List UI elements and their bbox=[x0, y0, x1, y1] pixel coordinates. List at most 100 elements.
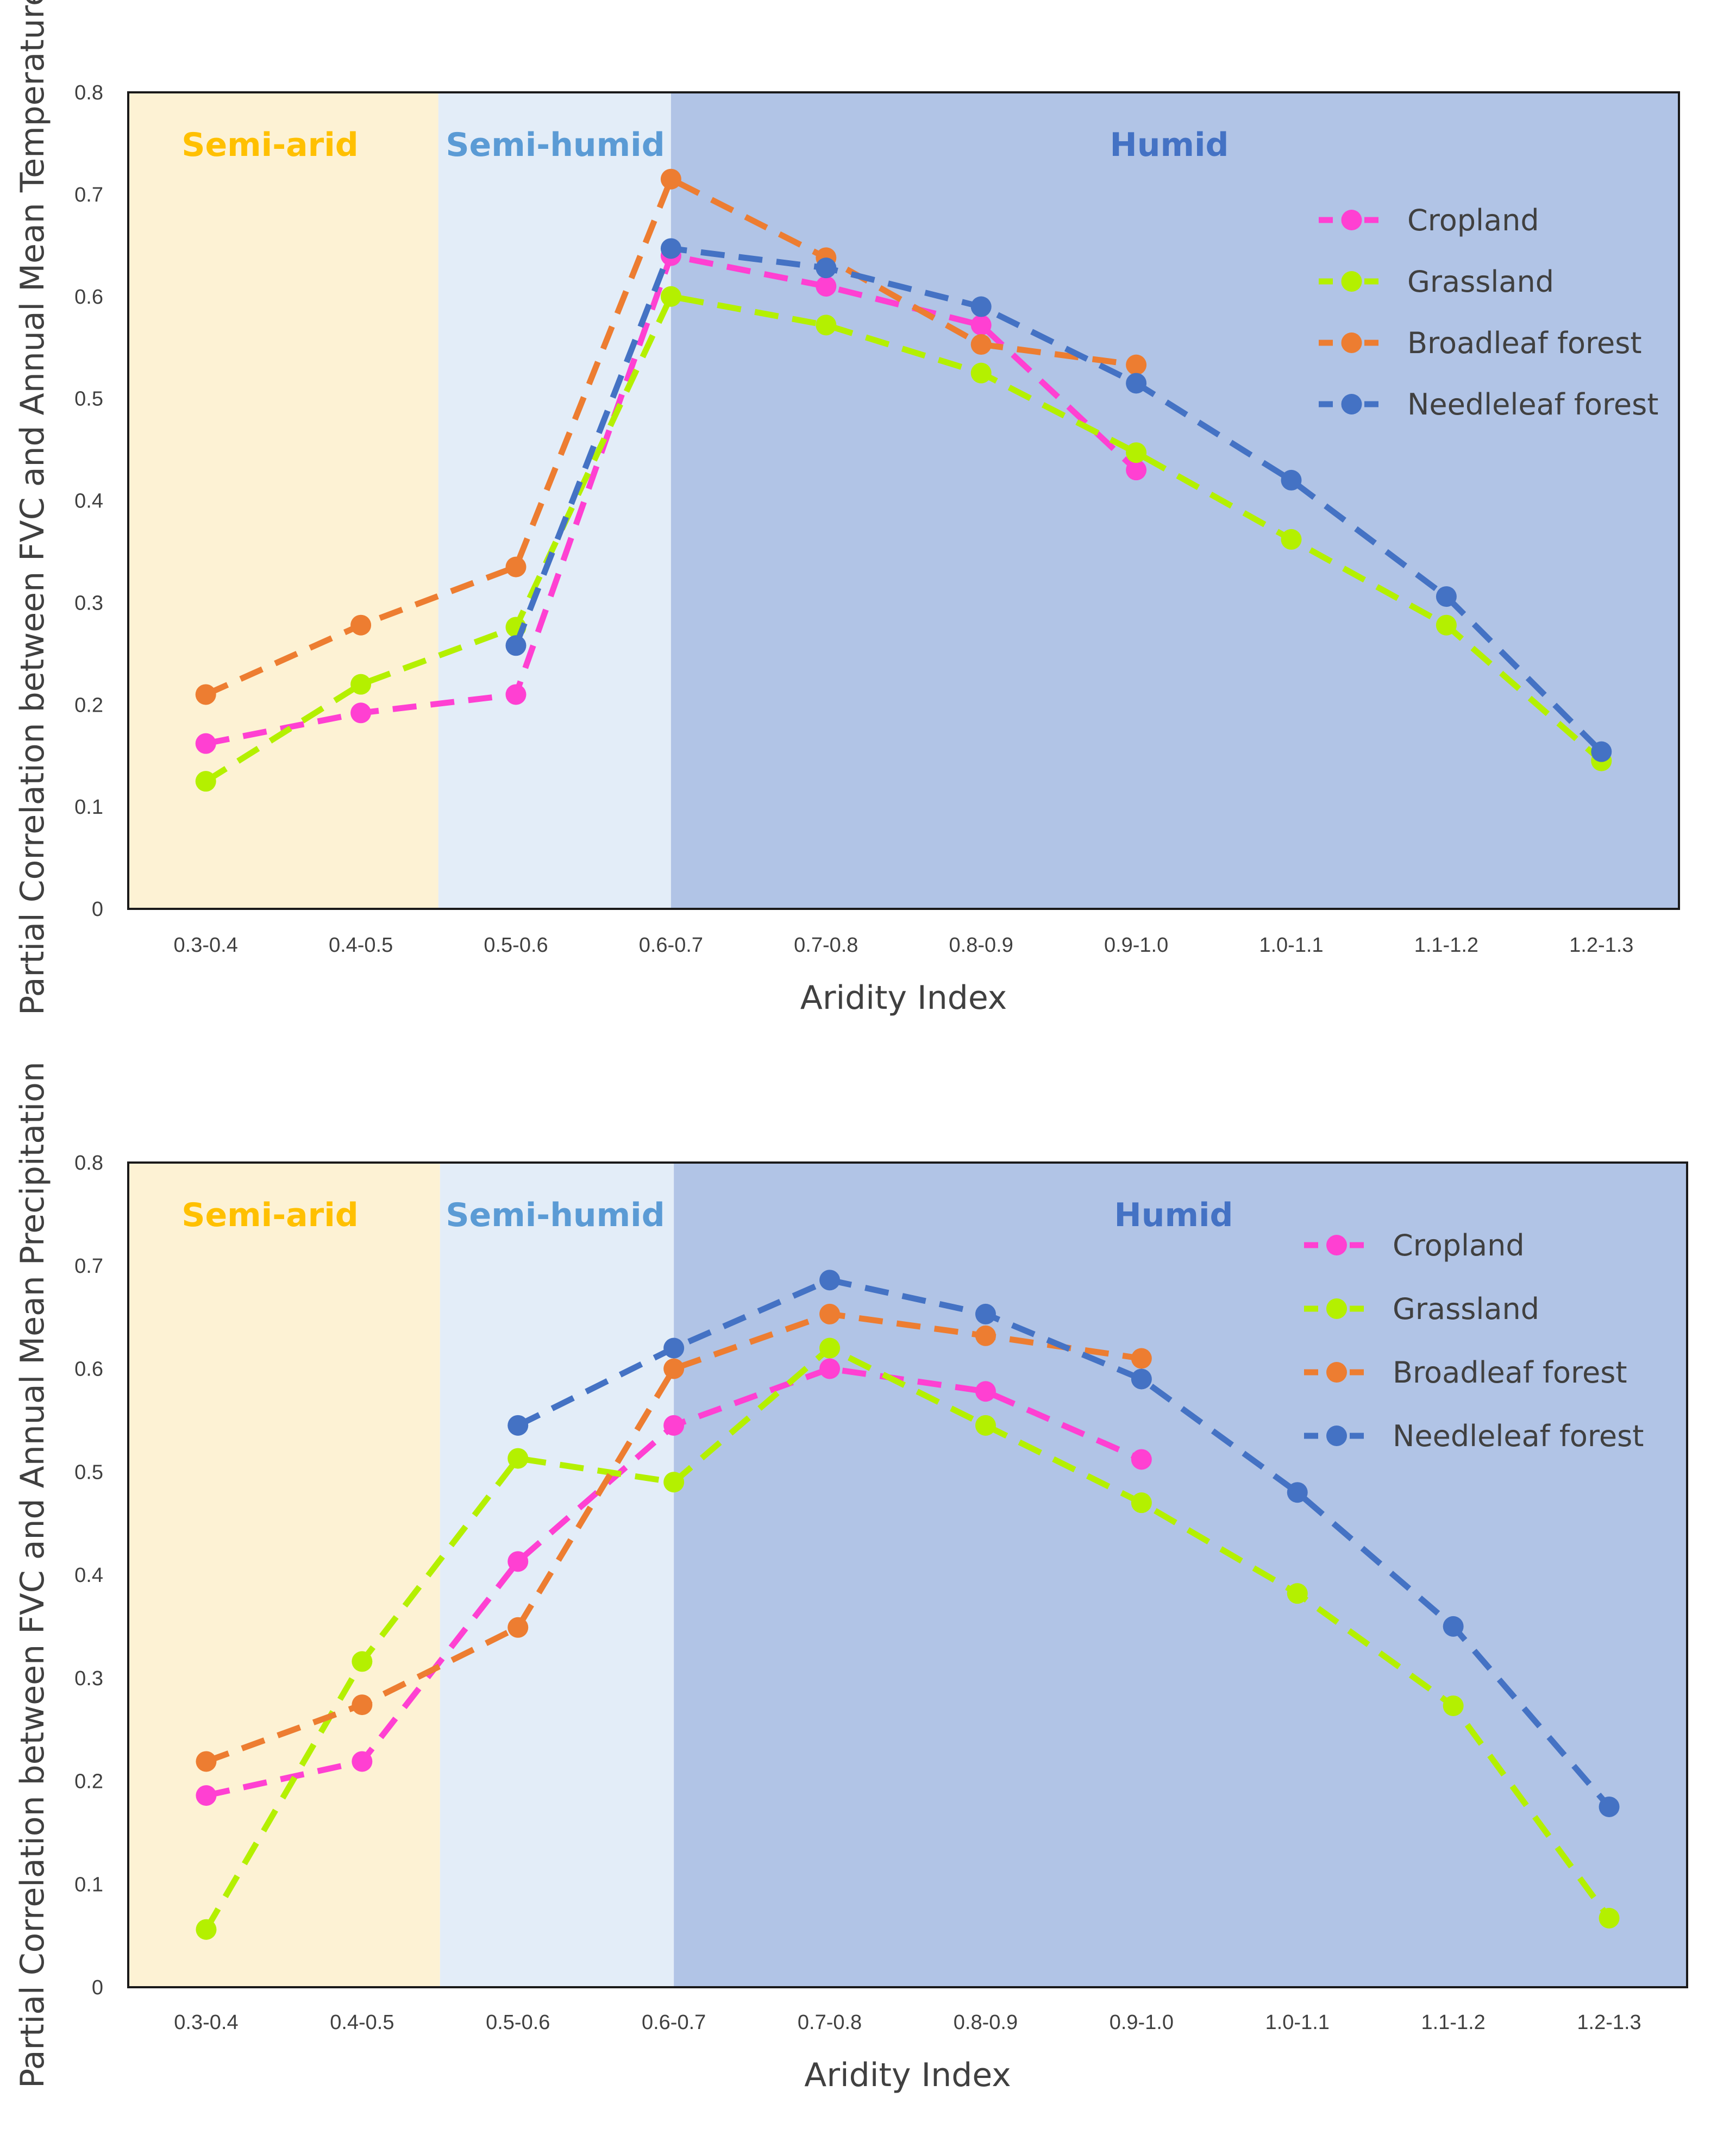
data-point bbox=[507, 1617, 529, 1638]
data-point bbox=[505, 684, 527, 705]
data-point bbox=[819, 1303, 841, 1324]
y-tick-label: 0.6 bbox=[74, 286, 103, 309]
data-point bbox=[975, 1381, 996, 1402]
data-point bbox=[970, 315, 992, 336]
data-point bbox=[970, 296, 992, 317]
series-grassland bbox=[195, 286, 1612, 792]
data-point bbox=[1591, 741, 1612, 762]
legend-swatch-marker bbox=[1341, 394, 1362, 415]
data-point bbox=[1126, 354, 1147, 375]
legend: Cropland Grassland Broadleaf forest Needlel… bbox=[1319, 203, 1658, 422]
x-tick-label: 0.8-0.9 bbox=[949, 934, 1013, 957]
data-point bbox=[819, 1337, 841, 1359]
zone-label-1: Semi-humid bbox=[446, 1196, 665, 1234]
y-tick-label: 0.2 bbox=[74, 1770, 103, 1793]
zone-band-0 bbox=[128, 92, 438, 909]
x-tick-label: 0.6-0.7 bbox=[639, 934, 703, 957]
plot-frame bbox=[127, 1161, 1688, 1988]
series-broadleaf-forest bbox=[195, 168, 1147, 705]
y-tick-label: 0.2 bbox=[74, 694, 103, 717]
data-point bbox=[816, 315, 837, 336]
chart-precipitation: Semi-arid Semi-humid Humid 0 0.1 0.2 0.3 0.4 0.5… bbox=[14, 1062, 1688, 2094]
data-point bbox=[350, 702, 372, 724]
data-point bbox=[975, 1325, 996, 1346]
x-axis-title: Aridity Index bbox=[804, 2056, 1011, 2094]
series-line bbox=[516, 1277, 1612, 1809]
data-point bbox=[196, 1919, 217, 1940]
legend-swatch-marker bbox=[1326, 1362, 1347, 1383]
zone-band-2 bbox=[670, 92, 1679, 909]
data-point bbox=[660, 238, 681, 259]
data-point bbox=[1436, 586, 1457, 607]
series-cropland bbox=[196, 1358, 1152, 1806]
legend-swatch-marker bbox=[1341, 271, 1362, 292]
x-tick-label: 0.4-0.5 bbox=[329, 934, 393, 957]
data-point bbox=[975, 1415, 996, 1436]
data-point bbox=[816, 275, 837, 297]
series-line bbox=[204, 293, 1603, 784]
data-point bbox=[660, 168, 681, 190]
legend-label: Cropland bbox=[1393, 1228, 1525, 1263]
y-axis-title: Partial Correlation between FVC and Annu… bbox=[14, 0, 52, 1015]
data-point bbox=[663, 1415, 685, 1436]
data-point bbox=[507, 1551, 529, 1572]
data-point bbox=[352, 1694, 373, 1716]
x-tick-label: 1.2-1.3 bbox=[1577, 2011, 1641, 2034]
legend-label: Needleleaf forest bbox=[1407, 387, 1658, 422]
legend-label: Grassland bbox=[1393, 1292, 1539, 1326]
x-tick-label: 0.5-0.6 bbox=[486, 2011, 550, 2034]
x-tick-label: 1.0-1.1 bbox=[1259, 934, 1323, 957]
x-tick-label: 0.4-0.5 bbox=[330, 2011, 394, 2034]
y-tick-label: 0.7 bbox=[74, 1255, 103, 1278]
data-point bbox=[1599, 1907, 1620, 1929]
y-axis-title: Partial Correlation between FVC and Annu… bbox=[14, 1062, 52, 2088]
legend-swatch-marker bbox=[1341, 332, 1362, 353]
legend-label: Cropland bbox=[1407, 203, 1539, 237]
data-point bbox=[507, 1415, 529, 1436]
data-point bbox=[1131, 1492, 1152, 1514]
y-tick-label: 0.5 bbox=[74, 388, 103, 411]
data-point bbox=[1443, 1616, 1464, 1637]
data-point bbox=[350, 614, 372, 636]
x-tick-label: 1.1-1.2 bbox=[1421, 2011, 1485, 2034]
data-point bbox=[1436, 614, 1457, 636]
data-point bbox=[195, 771, 216, 792]
data-point bbox=[1126, 442, 1147, 463]
data-point bbox=[663, 1358, 685, 1379]
zone-label-0: Semi-arid bbox=[181, 126, 359, 164]
data-point bbox=[196, 1785, 217, 1806]
legend-label: Needleleaf forest bbox=[1393, 1419, 1644, 1453]
x-axis-title: Aridity Index bbox=[800, 979, 1007, 1017]
data-point bbox=[507, 1448, 529, 1469]
x-tick-label: 1.0-1.1 bbox=[1265, 2011, 1330, 2034]
y-tick-label: 0.6 bbox=[74, 1358, 103, 1381]
chart-temperature: Semi-arid Semi-humid Humid 0 0.1 0.2 0.3 0.4 0.5… bbox=[14, 0, 1680, 1017]
y-tick-label: 0.7 bbox=[74, 184, 103, 206]
data-point bbox=[663, 1472, 685, 1493]
data-point bbox=[195, 684, 216, 705]
data-point bbox=[505, 556, 527, 577]
zone-label-1: Semi-humid bbox=[446, 126, 665, 164]
data-point bbox=[660, 286, 681, 307]
data-point bbox=[1281, 529, 1302, 550]
data-point bbox=[819, 1358, 841, 1379]
legend-swatch-marker bbox=[1326, 1425, 1347, 1446]
data-point bbox=[350, 674, 372, 695]
series-broadleaf-forest bbox=[196, 1303, 1152, 1772]
zone-label-0: Semi-arid bbox=[181, 1196, 359, 1234]
y-tick-label: 0.1 bbox=[74, 796, 103, 819]
series-line bbox=[203, 1345, 1612, 1931]
data-point bbox=[196, 1751, 217, 1772]
x-tick-label: 0.6-0.7 bbox=[642, 2011, 706, 2034]
data-point bbox=[1131, 1348, 1152, 1369]
x-tick-label: 0.5-0.6 bbox=[484, 934, 548, 957]
y-tick-label: 0.3 bbox=[74, 1667, 103, 1690]
data-point bbox=[1131, 1368, 1152, 1390]
legend-label: Broadleaf forest bbox=[1393, 1355, 1627, 1390]
legend-swatch-marker bbox=[1326, 1235, 1347, 1255]
x-tick-label: 0.8-0.9 bbox=[954, 2011, 1018, 2034]
data-point bbox=[970, 362, 992, 384]
y-tick-label: 0.4 bbox=[74, 1564, 103, 1587]
legend: Cropland Grassland Broadleaf forest Needlel… bbox=[1304, 1228, 1644, 1453]
